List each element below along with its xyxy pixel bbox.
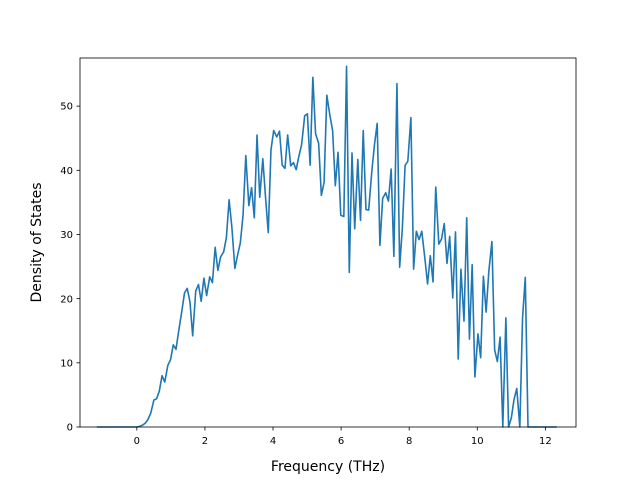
x-tick-label: 8 [406, 436, 412, 447]
x-tick-label: 10 [471, 436, 484, 447]
x-axis-ticks: 0 2 4 6 8 10 12 [134, 427, 552, 447]
plot-area [96, 65, 557, 428]
x-tick-label: 6 [338, 436, 344, 447]
y-axis-ticks: 0 10 20 30 40 50 [60, 102, 80, 434]
x-tick-label: 4 [270, 436, 276, 447]
y-tick-label: 50 [60, 102, 73, 113]
x-tick-label: 12 [539, 436, 552, 447]
x-tick-label: 0 [134, 436, 140, 447]
y-tick-label: 40 [60, 166, 73, 177]
x-tick-label: 2 [202, 436, 208, 447]
y-tick-label: 10 [60, 358, 73, 369]
y-tick-label: 30 [60, 230, 73, 241]
y-tick-label: 20 [60, 294, 73, 305]
y-tick-label: 0 [67, 423, 73, 434]
dos-series-line [96, 65, 557, 428]
y-axis-title: Density of States [29, 183, 45, 303]
axes-frame [79, 57, 577, 428]
x-axis-title: Frequency (THz) [271, 459, 385, 475]
